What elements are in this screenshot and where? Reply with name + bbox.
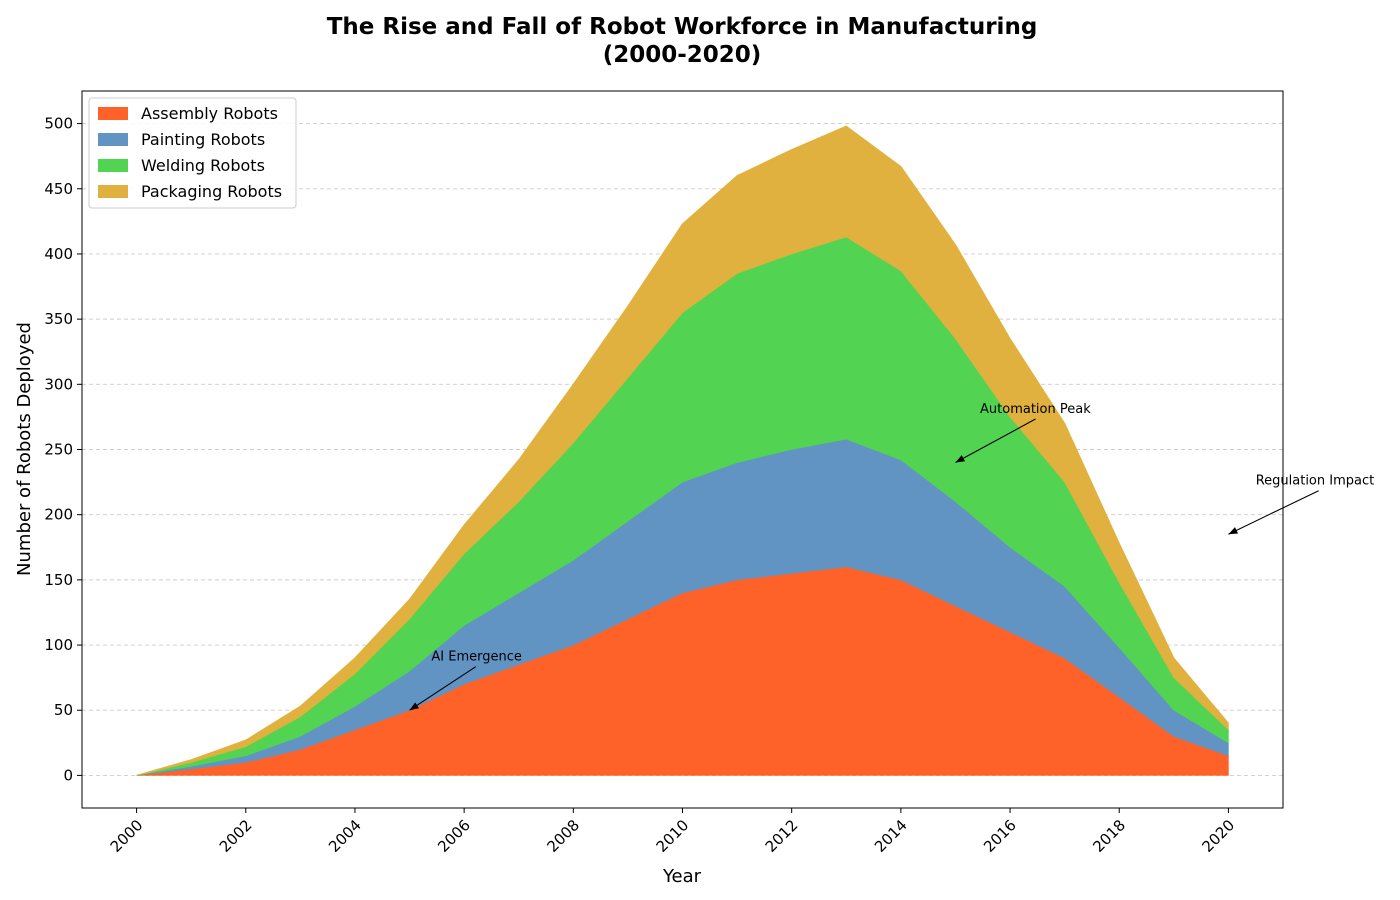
annotation-arrow-shaft	[1228, 490, 1319, 535]
annotation-arrow-head	[409, 702, 419, 711]
x-tick-label: 2018	[1089, 816, 1129, 856]
annotation-label: Automation Peak	[980, 402, 1091, 417]
y-tick-label: 250	[44, 441, 73, 459]
legend-box	[88, 97, 297, 209]
annotation-arrow-shaft	[409, 666, 477, 711]
annotation-label: Regulation Impact	[1256, 474, 1375, 489]
x-tick-label: 2006	[434, 816, 474, 856]
annotation-arrow-shaft	[955, 418, 1036, 464]
y-tick-label: 300	[44, 375, 73, 393]
x-axis-title: Year	[662, 866, 702, 887]
y-tick-label: 0	[63, 766, 73, 784]
series-edge-line	[136, 125, 1229, 776]
legend-swatch	[98, 159, 128, 172]
legend-label: Painting Robots	[141, 130, 265, 149]
annotation-layer: AI Emergence Automation Peak Regulation Im…	[409, 402, 1375, 711]
y-tick-label: 350	[44, 310, 73, 328]
x-tick-label: 2020	[1199, 816, 1239, 856]
y-tick-label: 100	[44, 636, 73, 654]
y-tick-label: 150	[44, 571, 73, 589]
legend-swatch	[98, 133, 128, 146]
x-tick-label: 2004	[325, 816, 365, 856]
x-tick-label: 2008	[543, 816, 583, 856]
annotation-label: AI Emergence	[431, 650, 522, 665]
annotation-arrow-head	[1228, 527, 1239, 535]
annotation-arrow-head	[955, 455, 966, 463]
y-tick-label: 200	[44, 506, 73, 524]
x-tick-label: 2014	[871, 816, 911, 856]
area-layer	[136, 125, 1229, 777]
legend-label: Welding Robots	[141, 156, 265, 175]
x-tick-label: 2002	[216, 816, 256, 856]
y-tick-label: 400	[44, 245, 73, 263]
x-tick-label: 2016	[980, 816, 1020, 856]
x-tick-label: 2012	[762, 816, 802, 856]
legend: Assembly Robots Painting Robots Welding Ro…	[88, 97, 297, 209]
y-tick-label: 450	[44, 180, 73, 198]
y-tick-label: 500	[44, 115, 73, 133]
legend-label: Assembly Robots	[141, 104, 278, 123]
legend-swatch	[98, 185, 128, 198]
x-tick-label: 2000	[107, 816, 147, 856]
x-tick-label: 2010	[653, 816, 693, 856]
chart-title-line-2: (2000-2020)	[603, 42, 762, 68]
y-tick-label: 50	[54, 701, 73, 719]
legend-swatch	[98, 107, 128, 120]
chart-title-line-1: The Rise and Fall of Robot Workforce in …	[327, 14, 1038, 40]
legend-label: Packaging Robots	[141, 182, 282, 201]
y-axis-title: Number of Robots Deployed	[14, 322, 35, 576]
